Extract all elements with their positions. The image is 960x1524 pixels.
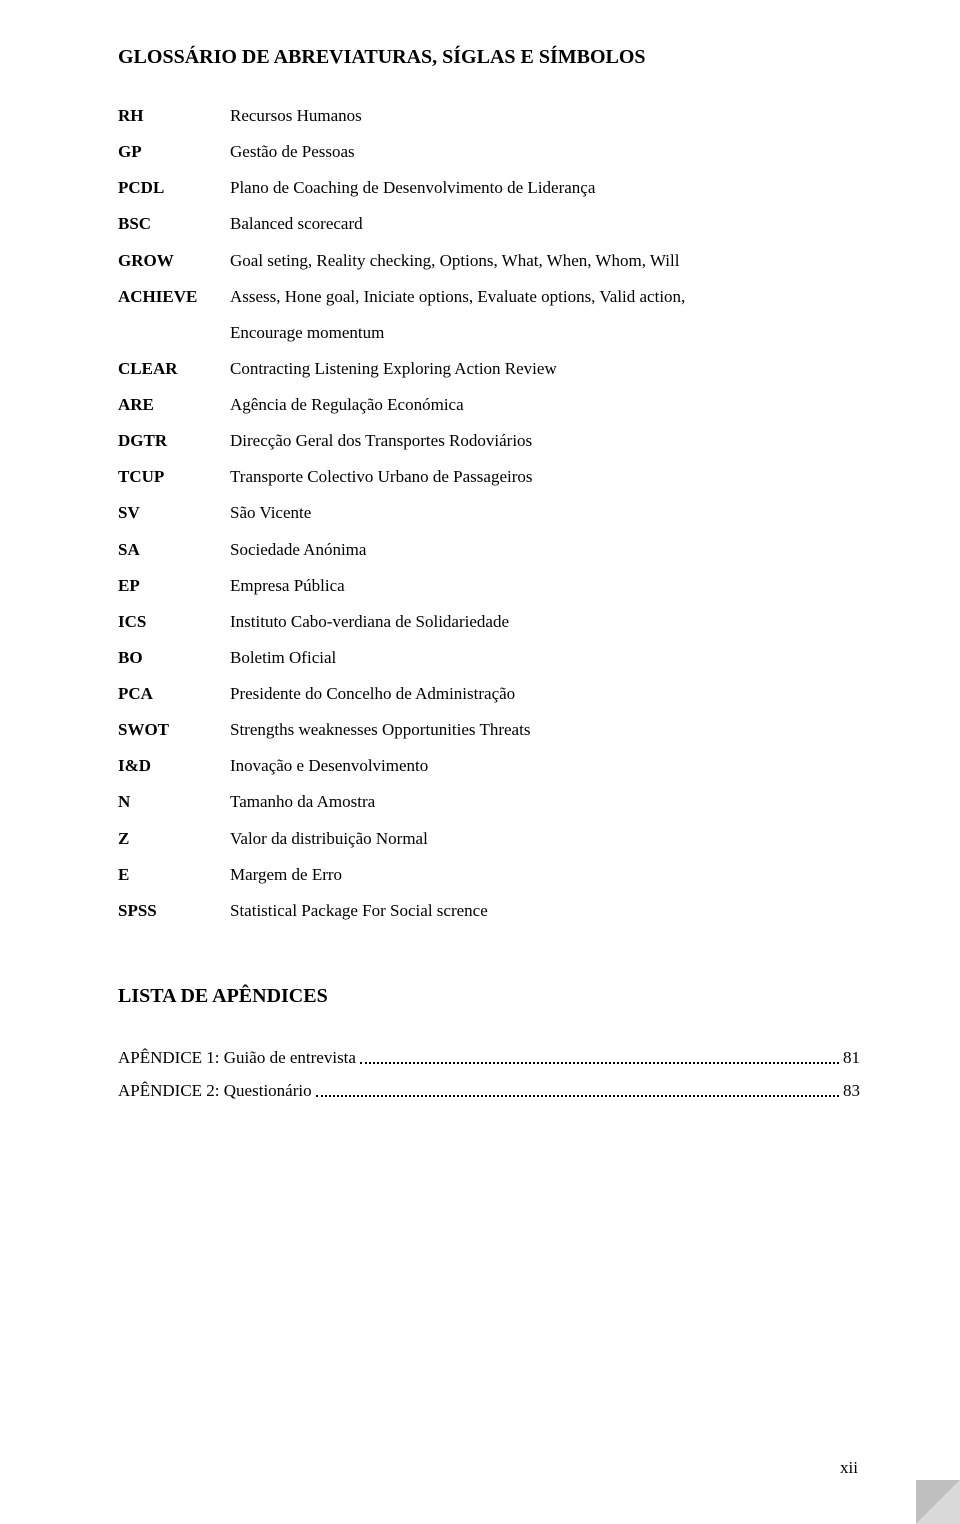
glossary-definition: Agência de Regulação Económica [230,394,860,417]
glossary-definition: Strengths weaknesses Opportunities Threa… [230,719,860,742]
leader-dots [360,1062,839,1064]
page-corner-fold [916,1480,960,1524]
glossary-abbr: GP [118,141,230,164]
glossary-definition: Goal seting, Reality checking, Options, … [230,250,860,273]
appendix-list: APÊNDICE 1: Guião de entrevista81APÊNDIC… [118,1048,860,1101]
glossary-row: GROWGoal seting, Reality checking, Optio… [118,250,860,273]
glossary-abbr: ACHIEVE [118,286,230,309]
glossary-row: NTamanho da Amostra [118,791,860,814]
glossary-definition: Recursos Humanos [230,105,860,128]
glossary-row: ICS Instituto Cabo-verdiana de Solidarie… [118,611,860,634]
glossary-definition: Gestão de Pessoas [230,141,860,164]
glossary-abbr: Z [118,828,230,851]
glossary-row: ACHIEVEAssess, Hone goal, Iniciate optio… [118,286,860,345]
appendix-page: 83 [843,1081,860,1101]
glossary-row: SWOTStrengths weaknesses Opportunities T… [118,719,860,742]
glossary-list: RHRecursos HumanosGPGestão de PessoasPCD… [118,105,860,923]
appendices-heading: LISTA DE APÊNDICES [118,985,860,1008]
glossary-row: GPGestão de Pessoas [118,141,860,164]
glossary-definition: Direcção Geral dos Transportes Rodoviári… [230,430,860,453]
glossary-definition: Assess, Hone goal, Iniciate options, Eva… [230,286,860,345]
glossary-row: BOBoletim Oficial [118,647,860,670]
appendix-page: 81 [843,1048,860,1068]
glossary-definition: Inovação e Desenvolvimento [230,755,860,778]
glossary-abbr: DGTR [118,430,230,453]
glossary-definition: Empresa Pública [230,575,860,598]
glossary-row: PCDLPlano de Coaching de Desenvolvimento… [118,177,860,200]
glossary-abbr: SWOT [118,719,230,742]
glossary-definition: Sociedade Anónima [230,539,860,562]
glossary-row: RHRecursos Humanos [118,105,860,128]
glossary-row: EMargem de Erro [118,864,860,887]
glossary-row: TCUPTransporte Colectivo Urbano de Passa… [118,466,860,489]
glossary-definition: São Vicente [230,502,860,525]
glossary-row: I&DInovação e Desenvolvimento [118,755,860,778]
glossary-row: EP Empresa Pública [118,575,860,598]
glossary-abbr: E [118,864,230,887]
glossary-definition: Valor da distribuição Normal [230,828,860,851]
glossary-definition: Margem de Erro [230,864,860,887]
glossary-row: ZValor da distribuição Normal [118,828,860,851]
glossary-abbr: SPSS [118,900,230,923]
glossary-heading: GLOSSÁRIO DE ABREVIATURAS, SÍGLAS E SÍMB… [118,46,860,69]
glossary-definition: Instituto Cabo-verdiana de Solidariedade [230,611,860,634]
appendix-label: APÊNDICE 2: Questionário [118,1081,312,1101]
glossary-row: PCAPresidente do Concelho de Administraç… [118,683,860,706]
glossary-definition-line2: Encourage momentum [230,322,860,345]
glossary-abbr: SV [118,502,230,525]
appendix-label: APÊNDICE 1: Guião de entrevista [118,1048,356,1068]
appendix-row: APÊNDICE 2: Questionário 83 [118,1081,860,1101]
glossary-abbr: ICS [118,611,230,634]
glossary-abbr: TCUP [118,466,230,489]
glossary-abbr: EP [118,575,230,598]
appendix-row: APÊNDICE 1: Guião de entrevista 81 [118,1048,860,1068]
glossary-row: AREAgência de Regulação Económica [118,394,860,417]
glossary-abbr: GROW [118,250,230,273]
glossary-definition: Tamanho da Amostra [230,791,860,814]
glossary-definition: Presidente do Concelho de Administração [230,683,860,706]
glossary-abbr: SA [118,539,230,562]
glossary-row: SVSão Vicente [118,502,860,525]
glossary-row: SPSSStatistical Package For Social scren… [118,900,860,923]
glossary-row: BSCBalanced scorecard [118,213,860,236]
glossary-abbr: PCDL [118,177,230,200]
glossary-abbr: BSC [118,213,230,236]
glossary-row: CLEARContracting Listening Exploring Act… [118,358,860,381]
glossary-abbr: ARE [118,394,230,417]
glossary-abbr: BO [118,647,230,670]
glossary-row: SASociedade Anónima [118,539,860,562]
leader-dots [316,1095,839,1097]
glossary-definition: Boletim Oficial [230,647,860,670]
glossary-abbr: I&D [118,755,230,778]
glossary-definition: Plano de Coaching de Desenvolvimento de … [230,177,860,200]
glossary-abbr: RH [118,105,230,128]
glossary-abbr: CLEAR [118,358,230,381]
glossary-abbr: N [118,791,230,814]
glossary-abbr: PCA [118,683,230,706]
glossary-definition: Transporte Colectivo Urbano de Passageir… [230,466,860,489]
glossary-row: DGTRDirecção Geral dos Transportes Rodov… [118,430,860,453]
glossary-definition: Contracting Listening Exploring Action R… [230,358,860,381]
page-number: xii [840,1458,858,1478]
glossary-definition: Statistical Package For Social scrence [230,900,860,923]
glossary-definition: Balanced scorecard [230,213,860,236]
